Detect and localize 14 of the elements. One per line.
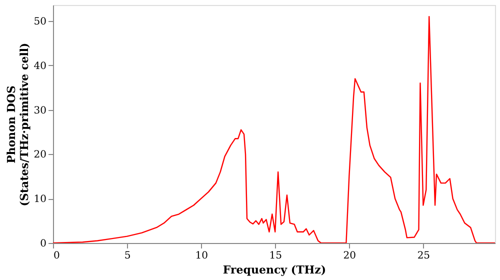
x-tick-label: 20 bbox=[343, 250, 356, 262]
y-tick-label: 50 bbox=[34, 16, 46, 28]
y-tick-label: 30 bbox=[34, 105, 46, 116]
y-tick-label: 20 bbox=[34, 150, 46, 161]
x-axis-title: Frequency (THz) bbox=[222, 264, 326, 276]
y-axis-title: Phonon DOS (States/THz·primitive cell) bbox=[4, 42, 31, 206]
y-tick-label: 40 bbox=[34, 60, 46, 72]
x-tick-label: 0 bbox=[54, 250, 60, 262]
y-tick-label: 0 bbox=[40, 238, 46, 250]
x-tick-label: 10 bbox=[195, 250, 208, 262]
x-tick-label: 25 bbox=[417, 250, 430, 262]
y-tick-label: 10 bbox=[34, 194, 46, 206]
x-tick-label: 5 bbox=[124, 250, 131, 262]
x-tick-label: 15 bbox=[269, 250, 282, 262]
